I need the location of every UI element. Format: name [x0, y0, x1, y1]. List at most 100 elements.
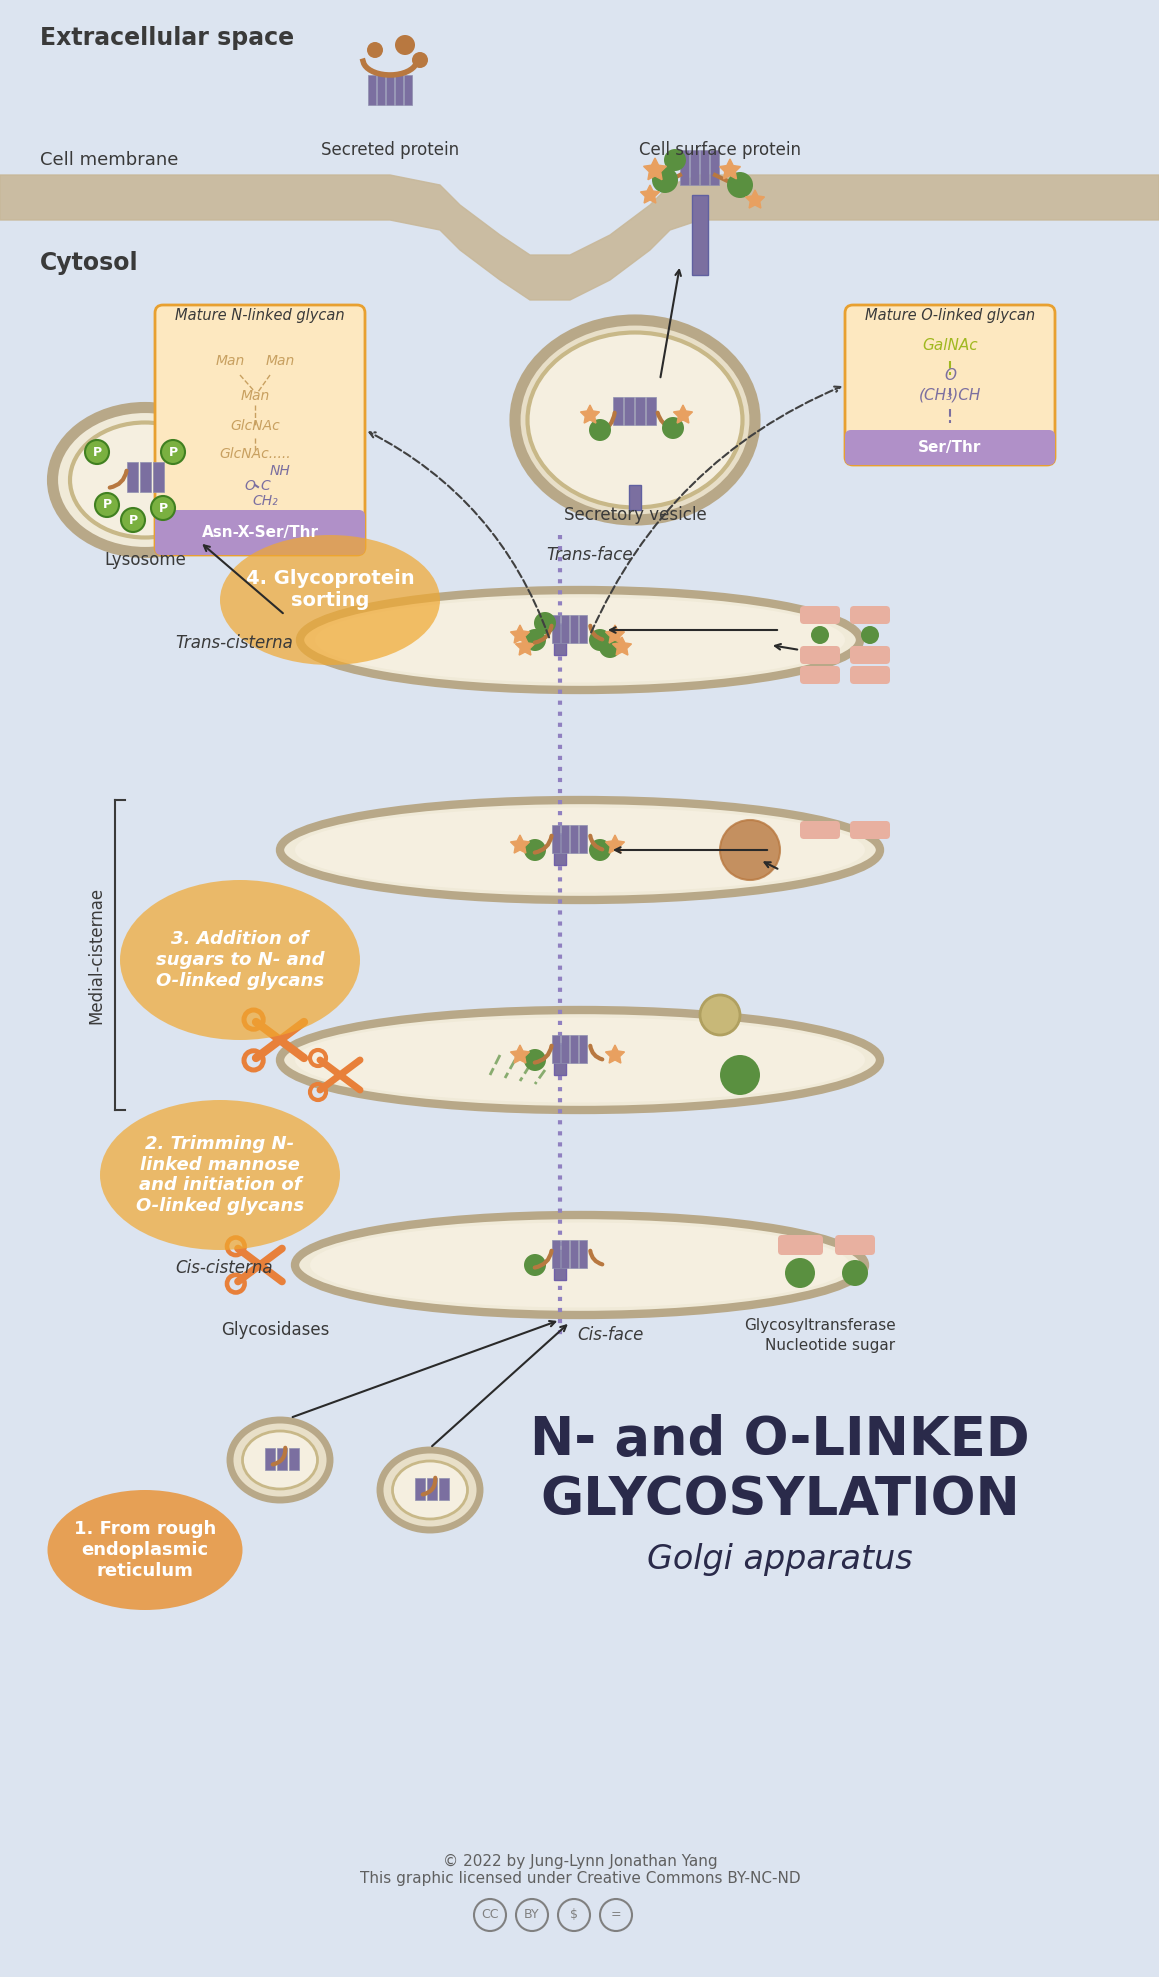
Text: P: P — [102, 498, 111, 512]
Bar — [561, 824, 569, 852]
Polygon shape — [641, 186, 659, 204]
Text: Lysosome: Lysosome — [104, 552, 185, 569]
Ellipse shape — [280, 801, 880, 900]
Circle shape — [811, 627, 829, 645]
Circle shape — [524, 1253, 546, 1275]
Bar — [404, 75, 411, 105]
Bar — [570, 824, 578, 852]
Bar — [369, 75, 376, 105]
Bar — [580, 615, 586, 643]
FancyBboxPatch shape — [778, 1236, 823, 1255]
Bar — [580, 1240, 586, 1267]
Circle shape — [841, 1259, 868, 1285]
Circle shape — [85, 441, 109, 465]
Text: N- and O-LINKED
GLYCOSYLATION: N- and O-LINKED GLYCOSYLATION — [530, 1414, 1030, 1526]
Text: Cis-cisterna: Cis-cisterna — [175, 1259, 272, 1277]
Bar — [439, 1479, 449, 1501]
Text: 1. From rough
endoplasmic
reticulum: 1. From rough endoplasmic reticulum — [74, 1520, 216, 1580]
Ellipse shape — [48, 1491, 242, 1609]
Bar — [554, 1046, 566, 1075]
Polygon shape — [516, 637, 534, 654]
FancyBboxPatch shape — [800, 820, 840, 838]
Circle shape — [524, 629, 546, 650]
Circle shape — [161, 441, 185, 465]
Bar — [690, 150, 699, 186]
Circle shape — [861, 627, 879, 645]
Text: 2. Trimming N-
linked mannose
and initiation of
O-linked glycans: 2. Trimming N- linked mannose and initia… — [136, 1135, 304, 1216]
Circle shape — [589, 838, 611, 862]
Bar — [580, 1036, 586, 1064]
Circle shape — [151, 496, 175, 520]
FancyBboxPatch shape — [850, 646, 890, 664]
Text: Trans-cisterna: Trans-cisterna — [175, 635, 293, 652]
Bar — [635, 397, 646, 425]
Circle shape — [720, 1056, 760, 1095]
Text: GlcNAc: GlcNAc — [231, 419, 279, 433]
Ellipse shape — [296, 807, 865, 892]
Bar — [395, 75, 403, 105]
Text: Secretory vesicle: Secretory vesicle — [563, 506, 706, 524]
Text: C: C — [260, 478, 270, 492]
Bar — [153, 463, 165, 492]
Ellipse shape — [280, 1010, 880, 1109]
Bar — [140, 463, 151, 492]
Polygon shape — [510, 834, 530, 854]
Polygon shape — [612, 637, 632, 654]
Text: GalNAc: GalNAc — [923, 338, 978, 354]
Circle shape — [95, 492, 119, 518]
Text: Man: Man — [265, 354, 294, 368]
Text: Glycosyltransferase: Glycosyltransferase — [744, 1319, 896, 1332]
Ellipse shape — [315, 597, 845, 682]
Bar — [552, 1036, 560, 1064]
Text: P: P — [129, 514, 138, 526]
Ellipse shape — [70, 423, 220, 538]
Circle shape — [524, 838, 546, 862]
Bar — [377, 75, 385, 105]
Bar — [624, 397, 634, 425]
Ellipse shape — [296, 1216, 865, 1315]
Circle shape — [700, 994, 739, 1036]
Polygon shape — [605, 1046, 625, 1064]
FancyBboxPatch shape — [845, 304, 1055, 465]
Text: $: $ — [570, 1908, 578, 1922]
Polygon shape — [605, 834, 625, 854]
Text: =: = — [611, 1908, 621, 1922]
Ellipse shape — [296, 1018, 865, 1103]
Text: O: O — [245, 478, 255, 492]
Bar — [680, 150, 688, 186]
Polygon shape — [581, 405, 599, 423]
Text: Cell membrane: Cell membrane — [41, 150, 178, 168]
Text: Medial-cisternae: Medial-cisternae — [87, 886, 105, 1024]
Text: Trans-face: Trans-face — [547, 546, 633, 563]
Polygon shape — [605, 625, 625, 643]
Ellipse shape — [393, 1461, 467, 1518]
Bar — [427, 1479, 437, 1501]
Text: Extracellular space: Extracellular space — [41, 26, 294, 49]
Bar — [570, 1036, 578, 1064]
Bar — [554, 1249, 566, 1279]
Text: Mature N-linked glycan: Mature N-linked glycan — [175, 308, 345, 322]
Text: O: O — [943, 368, 956, 384]
Ellipse shape — [100, 1099, 340, 1249]
Bar — [415, 1479, 425, 1501]
Text: Asn-X-Ser/Thr: Asn-X-Ser/Thr — [202, 526, 319, 540]
Circle shape — [121, 508, 145, 532]
Bar — [629, 484, 641, 510]
Polygon shape — [510, 625, 530, 643]
Bar — [265, 1447, 275, 1471]
FancyBboxPatch shape — [800, 666, 840, 684]
Bar — [554, 625, 566, 654]
Circle shape — [411, 51, 428, 67]
Circle shape — [524, 1050, 546, 1072]
Text: CC: CC — [481, 1908, 498, 1922]
Circle shape — [534, 613, 556, 635]
Bar — [646, 397, 656, 425]
Circle shape — [589, 629, 611, 650]
Text: Cell surface protein: Cell surface protein — [639, 140, 801, 158]
Bar — [561, 1240, 569, 1267]
Text: Cis-face: Cis-face — [577, 1327, 643, 1344]
Circle shape — [653, 166, 678, 194]
Bar — [580, 824, 586, 852]
FancyBboxPatch shape — [834, 1236, 875, 1255]
Text: P: P — [168, 445, 177, 459]
